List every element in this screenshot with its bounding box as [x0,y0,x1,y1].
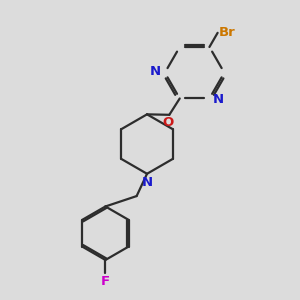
Text: Br: Br [219,26,236,39]
Text: F: F [101,275,110,288]
Text: N: N [142,176,153,189]
Text: N: N [150,65,161,78]
Text: N: N [213,93,224,106]
Text: O: O [162,116,173,129]
